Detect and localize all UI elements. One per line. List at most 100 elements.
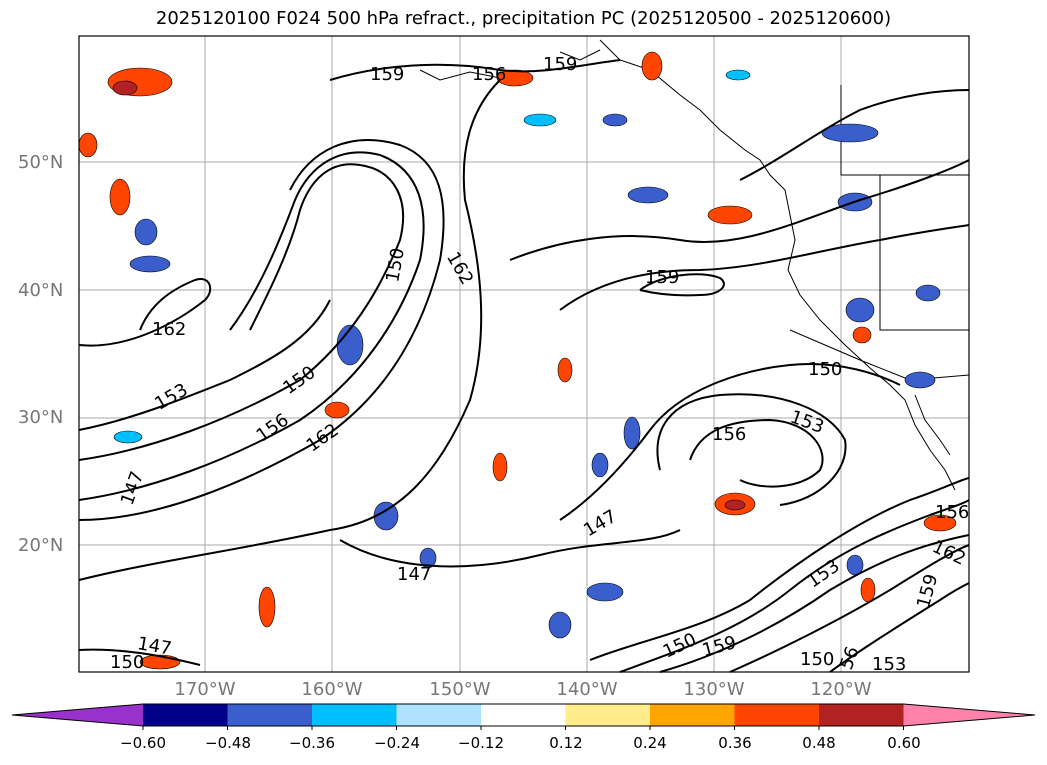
colorbar-tick: −0.12 <box>458 734 504 752</box>
precip-blob <box>548 611 572 639</box>
precip-blob <box>586 582 624 602</box>
colorbar-segment <box>565 704 651 726</box>
contour-line <box>78 163 405 461</box>
colorbar-segment <box>396 704 482 726</box>
colorbar-tick: −0.36 <box>289 734 335 752</box>
contour-line <box>339 529 681 568</box>
precip-blob <box>591 452 609 478</box>
border-mexico <box>789 329 970 381</box>
colorbar-extend-high <box>903 704 1035 726</box>
map-frame <box>78 35 970 673</box>
contour-label: 159 <box>370 64 404 85</box>
contour-line <box>659 534 970 673</box>
precip-blob <box>707 205 753 225</box>
precip-blob <box>113 430 143 444</box>
contour-line <box>619 499 970 673</box>
map-background <box>79 36 969 672</box>
lat-label-50n: 50°N <box>18 152 64 173</box>
precip-blob <box>641 51 663 81</box>
contour-label: 159 <box>645 267 679 288</box>
aleutians <box>419 69 521 83</box>
colorbar-tick: 0.12 <box>549 734 583 752</box>
precip-blob <box>109 178 131 216</box>
contour-line <box>559 224 970 311</box>
contour-label: 159 <box>543 54 577 75</box>
contour-line <box>78 278 212 347</box>
alaska-coast <box>559 49 601 61</box>
colorbar-tick: −0.60 <box>120 734 166 752</box>
precip-blob <box>602 113 628 127</box>
colorbar-tick: 0.24 <box>633 734 667 752</box>
colorbar-segment <box>312 704 397 726</box>
precip-blob <box>724 499 746 511</box>
colorbar-segment <box>650 704 735 726</box>
colorbar <box>11 703 1036 730</box>
precip-blob <box>852 326 872 344</box>
contour-label: 156 <box>472 64 506 85</box>
precip-blob <box>627 186 669 204</box>
border-canada <box>840 85 969 176</box>
precip-blob <box>725 69 751 81</box>
contour-line <box>829 582 970 673</box>
contour-line <box>689 418 824 488</box>
precip-blob <box>336 324 364 366</box>
colorbar-tick: −0.48 <box>205 734 251 752</box>
contour-line <box>739 89 970 181</box>
contour-line <box>656 393 847 506</box>
contour-label: 147 <box>397 564 431 585</box>
contour-line <box>78 151 425 501</box>
precip-blob <box>623 416 641 450</box>
contour-line <box>509 159 970 261</box>
colorbar-tick: 0.48 <box>802 734 836 752</box>
contour-line <box>78 648 201 666</box>
colorbar-tick: 0.36 <box>718 734 752 752</box>
precip-blob <box>904 371 936 389</box>
precip-blob <box>821 123 879 143</box>
contour-line <box>589 477 970 661</box>
border-states <box>879 175 969 331</box>
contour-label: 150 <box>110 652 144 673</box>
lon-label-170w: 170°W <box>174 679 236 700</box>
contour-line <box>329 59 621 81</box>
contour-line <box>78 139 445 521</box>
precip-blob <box>78 132 98 158</box>
contour-line <box>78 299 331 431</box>
lon-label-140w: 140°W <box>556 679 618 700</box>
contour-label: 156 <box>935 502 969 523</box>
contour-lines <box>78 59 970 673</box>
contour-label: 156 <box>712 424 746 445</box>
colorbar-segment <box>143 704 228 726</box>
precip-blob <box>557 357 573 383</box>
contour-label: 150 <box>800 649 834 670</box>
precip-blob <box>915 284 941 302</box>
colorbar-segment <box>481 704 566 726</box>
lat-label-30n: 30°N <box>18 407 64 428</box>
precip-blob <box>492 452 508 482</box>
precip-blob <box>112 80 138 96</box>
precip-blob <box>923 514 957 532</box>
colorbar-segment <box>227 704 313 726</box>
precip-blob <box>860 577 876 603</box>
precip-fills <box>78 51 957 670</box>
colorbar-tick: −0.24 <box>374 734 420 752</box>
colorbar-tick: 0.60 <box>887 734 921 752</box>
precip-blob <box>129 255 171 273</box>
precip-blob <box>134 218 158 246</box>
colorbar-segment <box>734 704 820 726</box>
map-title: 2025120100 F024 500 hPa refract., precip… <box>155 8 892 29</box>
lon-label-120w: 120°W <box>810 679 872 700</box>
lat-label-20n: 20°N <box>18 535 64 556</box>
lat-label-40n: 40°N <box>18 280 64 301</box>
contour-line <box>78 79 501 581</box>
contour-line <box>559 363 901 521</box>
contour-label: 150 <box>808 359 842 380</box>
precip-blob <box>523 113 557 127</box>
precip-blob <box>845 297 875 323</box>
precip-blob <box>496 69 534 87</box>
colorbar-extend-low <box>12 704 143 726</box>
baja <box>914 394 951 456</box>
precip-blob <box>419 547 437 569</box>
contour-line <box>639 273 725 297</box>
lon-label-130w: 130°W <box>683 679 745 700</box>
